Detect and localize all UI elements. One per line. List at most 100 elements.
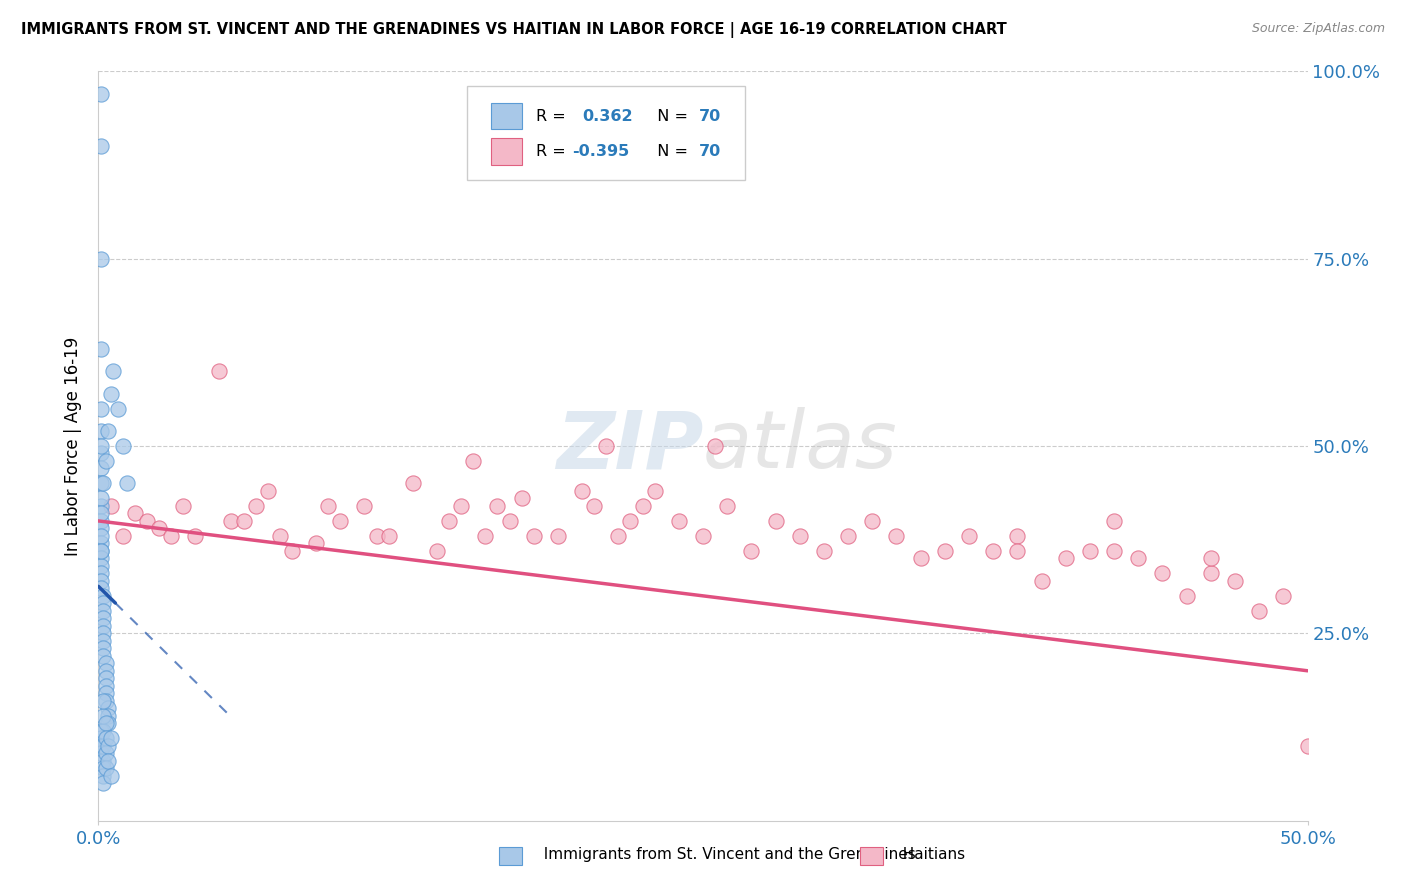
Point xyxy=(886,529,908,543)
Point xyxy=(305,536,328,550)
Point xyxy=(184,529,207,543)
Point xyxy=(523,529,546,543)
Point xyxy=(281,544,304,558)
Point xyxy=(94,694,117,708)
Text: 70: 70 xyxy=(699,109,721,124)
Y-axis label: In Labor Force | Age 16-19: In Labor Force | Age 16-19 xyxy=(65,336,83,556)
Point xyxy=(91,648,114,663)
Point xyxy=(94,686,117,700)
Point xyxy=(90,342,112,356)
Point xyxy=(90,521,112,535)
Point xyxy=(1199,551,1222,566)
Text: N =: N = xyxy=(647,144,693,159)
Point xyxy=(90,731,112,746)
Point xyxy=(90,739,112,753)
Point xyxy=(1199,566,1222,581)
Text: ZIP: ZIP xyxy=(555,407,703,485)
Point xyxy=(97,754,120,768)
Point xyxy=(934,544,956,558)
Point xyxy=(91,611,114,625)
Point xyxy=(100,499,122,513)
Point xyxy=(91,708,114,723)
Point xyxy=(91,476,114,491)
Point xyxy=(366,529,388,543)
Point xyxy=(1007,529,1029,543)
Point xyxy=(90,558,112,573)
Point xyxy=(90,746,112,760)
Point xyxy=(91,596,114,610)
Point xyxy=(437,514,460,528)
Point xyxy=(1007,544,1029,558)
Point xyxy=(90,544,112,558)
Point xyxy=(111,439,134,453)
FancyBboxPatch shape xyxy=(492,138,522,165)
Point xyxy=(135,514,157,528)
Point xyxy=(837,529,859,543)
Point xyxy=(595,439,617,453)
Point xyxy=(1296,739,1319,753)
Point xyxy=(90,87,112,101)
Point xyxy=(90,536,112,550)
Point xyxy=(232,514,254,528)
Point xyxy=(1175,589,1198,603)
Point xyxy=(94,679,117,693)
Point xyxy=(90,424,112,438)
Text: IMMIGRANTS FROM ST. VINCENT AND THE GRENADINES VS HAITIAN IN LABOR FORCE | AGE 1: IMMIGRANTS FROM ST. VINCENT AND THE GREN… xyxy=(21,22,1007,38)
Point xyxy=(486,499,509,513)
Point xyxy=(97,424,120,438)
Point xyxy=(619,514,641,528)
Point xyxy=(97,708,120,723)
Point xyxy=(704,439,727,453)
Point xyxy=(97,701,120,715)
Point xyxy=(1078,544,1101,558)
Point xyxy=(245,499,267,513)
Point xyxy=(90,491,112,506)
Point xyxy=(668,514,690,528)
Text: -0.395: -0.395 xyxy=(572,144,630,159)
Point xyxy=(90,551,112,566)
Point xyxy=(463,454,485,468)
Point xyxy=(97,716,120,731)
Point xyxy=(402,476,425,491)
Text: Immigrants from St. Vincent and the Grenadines: Immigrants from St. Vincent and the Gren… xyxy=(534,847,917,862)
Point xyxy=(269,529,291,543)
Point xyxy=(90,582,112,596)
Point xyxy=(90,139,112,153)
Point xyxy=(426,544,449,558)
Point xyxy=(91,776,114,790)
Point xyxy=(583,499,606,513)
Point xyxy=(813,544,835,558)
Point xyxy=(90,566,112,581)
FancyBboxPatch shape xyxy=(467,87,745,180)
Point xyxy=(547,529,569,543)
Point xyxy=(94,657,117,671)
Point xyxy=(90,439,112,453)
Text: Haitians: Haitians xyxy=(893,847,965,862)
Point xyxy=(208,364,231,378)
Point xyxy=(910,551,932,566)
Point xyxy=(571,483,593,498)
Point xyxy=(90,723,112,738)
Point xyxy=(117,476,139,491)
Point xyxy=(94,761,117,775)
Point xyxy=(91,739,114,753)
Point xyxy=(631,499,654,513)
Point xyxy=(91,641,114,656)
Point xyxy=(450,499,472,513)
Text: N =: N = xyxy=(647,109,693,124)
Point xyxy=(329,514,352,528)
Text: Source: ZipAtlas.com: Source: ZipAtlas.com xyxy=(1251,22,1385,36)
Point xyxy=(90,544,112,558)
Point xyxy=(94,716,117,731)
Point xyxy=(94,454,117,468)
Point xyxy=(94,664,117,678)
Point xyxy=(90,461,112,475)
Point xyxy=(607,529,630,543)
Point xyxy=(981,544,1004,558)
Point xyxy=(860,514,883,528)
Point xyxy=(100,731,122,746)
Point xyxy=(510,491,533,506)
Point xyxy=(789,529,811,543)
Point xyxy=(1054,551,1077,566)
Point xyxy=(90,401,112,416)
